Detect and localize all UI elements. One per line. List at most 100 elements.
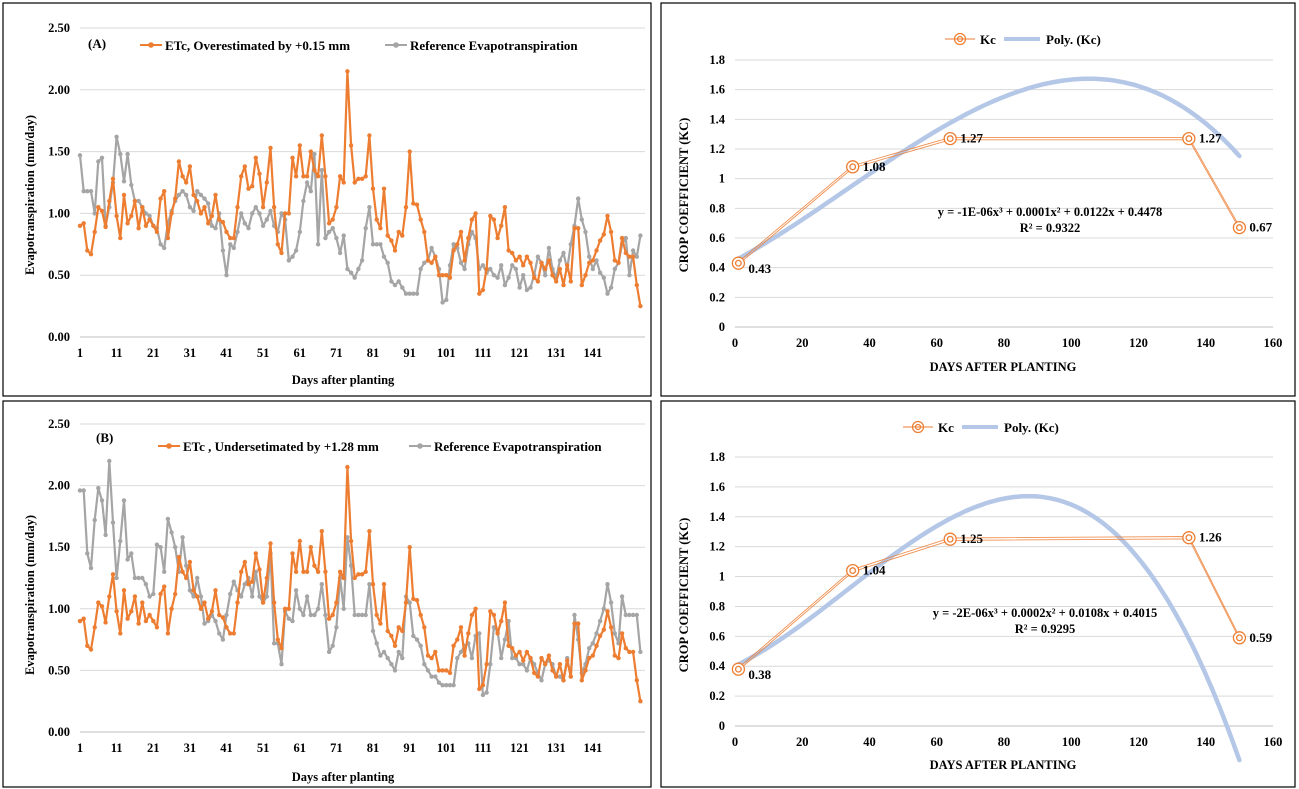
etc-point [92, 229, 97, 235]
etc-point [180, 569, 185, 574]
reference-et-point [253, 205, 258, 210]
x-tick-label: 31 [184, 346, 197, 360]
x-tick-label: 80 [998, 735, 1011, 749]
reference-et-point [220, 637, 226, 642]
reference-et-point [257, 594, 262, 599]
chart-panel-a: 0.000.501.001.502.002.50 1 11 21 31 41 51 61 71… [23, 21, 645, 387]
y-tick-label: 2.00 [48, 479, 70, 493]
legend-kc-marker [911, 420, 925, 434]
etc-point [187, 559, 193, 565]
reference-et-point [418, 266, 423, 272]
etc-point [264, 575, 269, 581]
etc-point [528, 260, 533, 265]
etc-point [162, 189, 167, 194]
etc-point [352, 180, 357, 185]
x-tick-label: 60 [931, 735, 944, 749]
etc-point [312, 563, 317, 568]
reference-et-point [352, 275, 357, 280]
reference-et-point [363, 226, 368, 231]
etc-point [565, 658, 570, 663]
etc-point [224, 229, 229, 235]
etc-point [184, 180, 189, 185]
reference-et-point [451, 242, 456, 247]
etc-point [286, 211, 291, 216]
etc-point [488, 213, 493, 219]
etc-point [290, 551, 295, 556]
reference-et-point [107, 458, 112, 464]
chart-kc-bottom: 0 0.2 0.4 0.6 0.8 1 1.2 1.4 1.6 1.8 0 20 40 60 80 100 1… [677, 420, 1282, 772]
etc-point [220, 615, 226, 620]
kc-data-label: 1.27 [1199, 131, 1222, 146]
reference-et-point [576, 196, 581, 201]
reference-et-point [323, 612, 328, 618]
reference-et-point [136, 198, 141, 204]
reference-et-point [279, 662, 284, 667]
y-axis-label: CROP COEFFICIENT (KC) [677, 518, 691, 673]
etc-point [480, 287, 486, 293]
y-tick-label: 1.50 [48, 145, 70, 159]
x-tick-label: 1 [77, 741, 83, 755]
reference-et-point [627, 273, 632, 278]
etc-point [359, 176, 365, 181]
etc-point [532, 670, 537, 676]
reference-et-point [370, 628, 376, 634]
reference-et-point [99, 155, 105, 160]
etc-point [103, 224, 108, 230]
reference-et-point [290, 618, 295, 624]
etc-point [576, 226, 581, 231]
etc-point [510, 646, 515, 651]
reference-et-point [173, 545, 178, 550]
etc-point [403, 600, 409, 605]
etc-point [367, 529, 372, 534]
y-tick-label: 1.4 [709, 510, 725, 524]
etc-point [213, 588, 218, 593]
etc-point [264, 180, 269, 185]
y-ticks: 0.00 0.50 1.00 1.50 2.00 2.50 [48, 21, 70, 344]
reference-et-point [623, 612, 628, 618]
etc-point [488, 609, 493, 614]
etc-point [323, 174, 328, 179]
reference-et-point [363, 612, 368, 618]
reference-et-point [370, 242, 376, 247]
reference-et-point [374, 641, 379, 646]
legend-poly-label: Poly. (Kc) [1004, 420, 1059, 435]
etc-point [381, 186, 387, 191]
reference-et-point [345, 535, 350, 540]
etc-point [220, 219, 226, 225]
etc-point [308, 149, 313, 154]
kc-point-inner [1185, 534, 1193, 542]
etc-point [77, 618, 83, 624]
etc-point [396, 229, 401, 235]
etc-point [400, 233, 405, 238]
reference-et-point [337, 250, 343, 256]
reference-et-point [587, 254, 592, 259]
reference-et-point [304, 180, 310, 185]
reference-et-point [356, 266, 361, 272]
etc-point [546, 258, 552, 263]
etc-point [370, 582, 376, 587]
x-tick-label: 11 [111, 741, 123, 755]
etc-point [125, 221, 130, 226]
reference-et-point [136, 575, 141, 581]
etc-point [228, 235, 233, 241]
reference-et-point [612, 631, 617, 636]
kc-point [1232, 631, 1247, 645]
etc-point [293, 569, 299, 574]
kc-data-label: 1.04 [863, 563, 886, 578]
y-tick-label: 2.50 [48, 417, 70, 431]
etc-point [110, 176, 116, 181]
y-tick-label: 0.4 [709, 261, 725, 275]
reference-et-point [209, 223, 215, 228]
etc-point [436, 668, 442, 673]
y-tick-label: 0.00 [48, 330, 70, 344]
reference-et-point [228, 591, 233, 597]
etc-point [608, 229, 614, 235]
etc-point [579, 678, 584, 683]
etc-point [554, 674, 559, 679]
reference-et-point [359, 612, 365, 618]
x-tick-label: 91 [403, 741, 416, 755]
etc-point [535, 279, 541, 284]
trend-equation: y = -1E-06x³ + 0.0001x² + 0.0122x + 0.44… [938, 205, 1163, 219]
reference-et-point [455, 655, 460, 661]
x-tick-label: 131 [547, 741, 566, 755]
